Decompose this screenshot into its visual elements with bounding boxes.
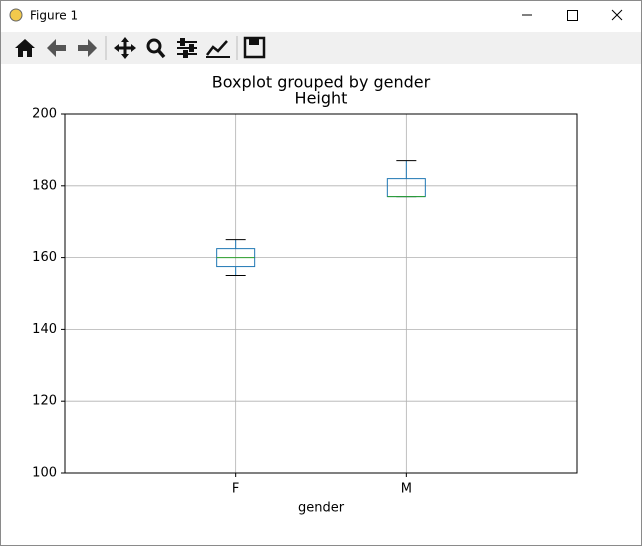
back-button[interactable]: [47, 39, 66, 57]
pan-button[interactable]: [114, 37, 136, 59]
maximize-button[interactable]: [567, 10, 578, 21]
app-icon: [9, 8, 23, 22]
window-title: Figure 1: [30, 9, 78, 23]
y-tick-label: 120: [32, 394, 57, 409]
title-bar: Figure 1: [9, 8, 623, 23]
x-tick-label: M: [401, 482, 412, 497]
y-tick-label: 180: [32, 178, 57, 193]
suptitle: Boxplot grouped by gender: [212, 73, 431, 92]
axes-frame: [64, 113, 578, 474]
configure-button[interactable]: [177, 38, 197, 58]
y-tick-label: 100: [32, 466, 57, 481]
save-button[interactable]: [243, 36, 266, 59]
y-tick-label: 140: [32, 322, 57, 337]
chart-title: Height: [295, 89, 348, 108]
edit-axes-button[interactable]: [206, 40, 230, 58]
plot-area: 100 120 140 160 180 200 F M: [32, 107, 578, 497]
y-tick-label: 160: [32, 250, 57, 265]
home-button[interactable]: [15, 39, 35, 57]
x-axis-label: gender: [298, 501, 345, 516]
axes-background: [65, 114, 577, 473]
x-tick-label: F: [232, 482, 239, 497]
y-tick-label: 200: [32, 107, 57, 122]
toolbar: [1, 32, 641, 64]
zoom-button[interactable]: [146, 38, 166, 59]
close-button[interactable]: [611, 9, 623, 21]
forward-button[interactable]: [78, 39, 97, 57]
